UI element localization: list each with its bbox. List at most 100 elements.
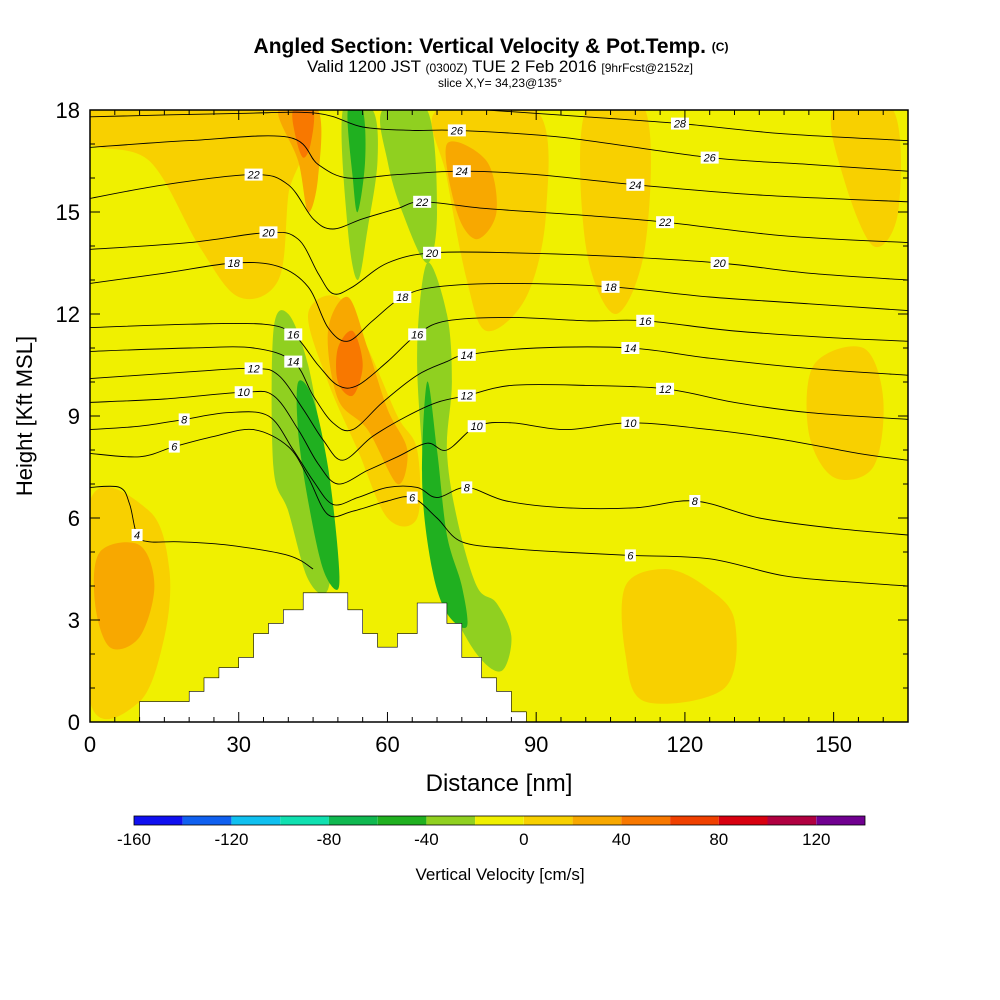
isentrope-label: 12 <box>461 391 473 403</box>
isentrope-label: 28 <box>673 119 687 131</box>
isentrope-label-box <box>423 246 442 259</box>
isentrope-label: 24 <box>455 166 468 178</box>
isentrope-4 <box>90 485 314 570</box>
colorbar-swatch <box>670 816 719 825</box>
x-tick-label: 0 <box>84 732 96 757</box>
isentrope-label-box <box>393 291 412 303</box>
valid-zulu: (0300Z) <box>425 61 468 75</box>
isentrope-label-box <box>601 280 620 293</box>
isentrope-label-box <box>284 355 303 368</box>
x-tick-label: 90 <box>524 732 548 757</box>
isentrope-label: 10 <box>624 418 637 430</box>
colorbar-swatch <box>767 816 817 825</box>
isentrope-label-box <box>168 440 180 453</box>
isentrope-label: 26 <box>703 153 717 165</box>
colorbar-swatch <box>718 816 768 825</box>
isentrope-label-box <box>131 529 143 541</box>
velocity-field <box>90 110 901 720</box>
isentrope-label: 18 <box>228 258 241 270</box>
isentrope-label: 14 <box>624 343 636 355</box>
isentrope-label: 18 <box>604 282 617 294</box>
isentrope-label: 20 <box>712 258 726 270</box>
isentrope-label: 8 <box>181 414 188 426</box>
slice-info: slice X,Y= 34,23@135° <box>437 76 563 90</box>
isentrope-label-box <box>224 257 243 269</box>
x-axis: 0 30 60 90 120 150 <box>84 110 909 757</box>
y-tick-label: 18 <box>56 98 80 123</box>
colorbar-tick-label: -40 <box>414 830 439 849</box>
y-tick-label: 6 <box>68 506 80 531</box>
isentrope-label: 8 <box>692 496 699 508</box>
velocity-area <box>580 110 651 314</box>
isentrope-label: 16 <box>639 316 652 328</box>
colorbar-tick-label: 40 <box>612 830 631 849</box>
velocity-area <box>90 110 312 300</box>
chart-title: Angled Section: Vertical Velocity & Pot.… <box>0 36 991 58</box>
valid-date: TUE 2 Feb 2016 <box>471 57 597 76</box>
isentrope-6 <box>90 428 908 587</box>
y-tick-label: 0 <box>68 710 80 735</box>
y-tick-label: 3 <box>68 608 80 633</box>
velocity-area <box>422 381 468 629</box>
isentrope-label-box <box>259 226 278 239</box>
isentrope-label: 20 <box>425 248 439 260</box>
x-tick-label: 30 <box>226 732 250 757</box>
isentrope-label-box <box>408 328 427 341</box>
isentrope-label-box <box>689 495 701 507</box>
isentrope-labels: 4 6 8 10 12 14 16 18 20 22 6 8 10 12 14 16 18 20 22 24 26 6 8 1… <box>131 117 729 562</box>
y-tick-label: 15 <box>56 200 80 225</box>
isentrope-label: 20 <box>261 227 275 239</box>
x-tick-label: 60 <box>375 732 399 757</box>
colorbar-swatch <box>328 816 378 825</box>
isentrope-label-box <box>621 416 640 429</box>
isentrope-label-box <box>234 386 253 399</box>
isentrope-label-box <box>284 328 303 341</box>
isentrope-label: 6 <box>171 442 178 454</box>
isentrope-label: 22 <box>658 217 671 229</box>
velocity-area <box>296 380 340 590</box>
isentrope-label-box <box>452 165 471 178</box>
velocity-area <box>380 110 437 263</box>
velocity-area <box>93 542 155 650</box>
isentrope-18 <box>90 262 908 342</box>
y-tick-label: 9 <box>68 404 80 429</box>
colorbar-tick-label: -160 <box>117 830 151 849</box>
chart-subtitle: Valid 1200 JST (0300Z) TUE 2 Feb 2016 [9… <box>0 58 1000 77</box>
colorbar-tick-label: 120 <box>802 830 830 849</box>
velocity-area <box>292 110 315 158</box>
plot-area: 4 6 8 10 12 14 16 18 20 22 6 8 10 12 14 16 18 20 22 24 26 6 8 1… <box>90 110 908 722</box>
isentrope-label-box <box>461 481 473 494</box>
colorbar-swatch <box>134 816 183 825</box>
forecast-tag: [9hrFcst@2152z] <box>601 61 693 75</box>
colorbar: -160 -120 -80 -40 0 40 80 120 <box>117 815 866 849</box>
isentrope-label: 12 <box>247 363 259 375</box>
chart-title-units: (C) <box>711 40 729 54</box>
colorbar-tick-label: 80 <box>709 830 728 849</box>
colorbar-swatch <box>816 816 865 825</box>
colorbar-swatch <box>475 816 524 825</box>
colorbar-swatch <box>621 816 670 825</box>
isentrope-label: 10 <box>471 421 484 433</box>
colorbar-tick-label: -80 <box>317 830 342 849</box>
isentrope-label: 6 <box>409 493 416 505</box>
valid-time: Valid 1200 JST <box>307 57 421 76</box>
isentrope-label-box <box>670 117 689 130</box>
isentrope-label-box <box>656 216 675 229</box>
colorbar-swatch <box>280 816 329 825</box>
isentrope-label: 10 <box>238 387 251 399</box>
chart-title-block: Angled Section: Vertical Velocity & Pot.… <box>0 36 1000 90</box>
isentrope-label: 14 <box>287 357 299 369</box>
colorbar-swatch <box>572 816 622 825</box>
isentrope-label-box <box>178 413 190 426</box>
chart-title-text: Angled Section: Vertical Velocity & Pot.… <box>253 35 706 58</box>
isentrope-label-box <box>656 382 675 395</box>
x-tick-label: 120 <box>667 732 704 757</box>
isentrope-label: 14 <box>461 350 473 362</box>
isentrope-label-box <box>710 257 729 269</box>
isentrope-label-box <box>457 389 476 402</box>
colorbar-swatch <box>523 816 573 825</box>
isentrope-label: 22 <box>246 170 259 182</box>
isentrope-label: 6 <box>627 550 634 562</box>
isentrope-label-box <box>467 420 486 433</box>
